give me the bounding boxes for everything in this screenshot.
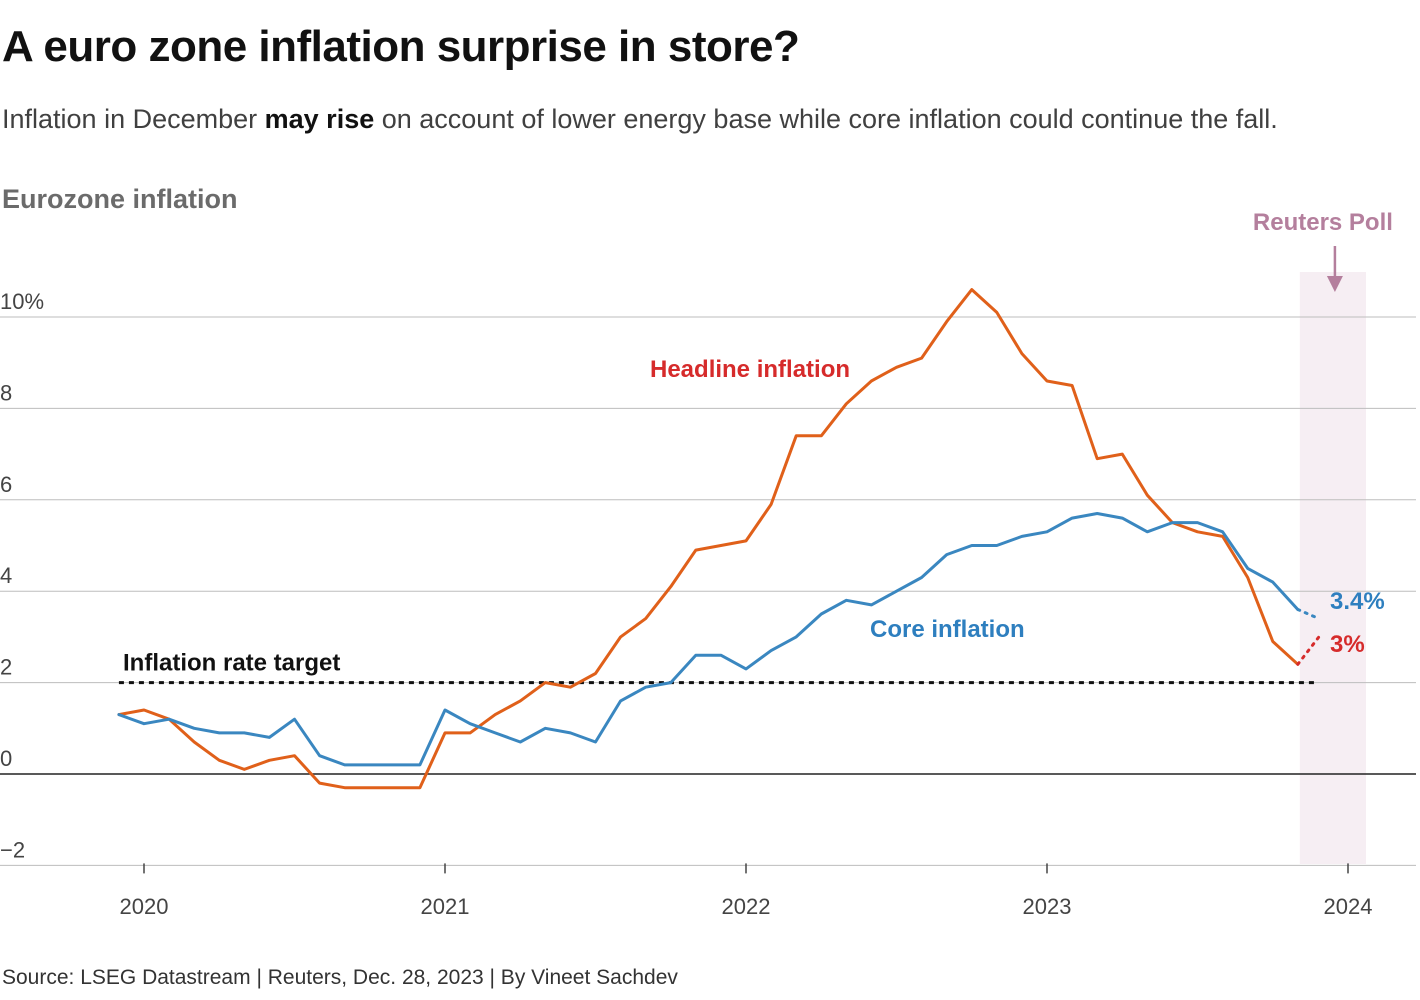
- x-tick-label: 2023: [1023, 894, 1072, 919]
- x-tick-label: 2024: [1324, 894, 1373, 919]
- x-tick-label: 2022: [722, 894, 771, 919]
- target-label: Inflation rate target: [123, 650, 340, 677]
- reuters-poll-label: Reuters Poll: [1253, 209, 1393, 236]
- subtitle-text-start: Inflation in December: [2, 104, 265, 134]
- reuters-poll-band: [1299, 272, 1366, 864]
- core-forecast-segment: [1296, 607, 1321, 621]
- inflation-line-chart: −2 0 2 4 6 8 10% 2020 2021 2022 2023 2024 Reuters P…: [0, 209, 1416, 919]
- core-forecast-label: 3.4%: [1330, 588, 1385, 615]
- y-tick-label: 0: [0, 746, 12, 771]
- headline-inflation-line: [117, 288, 1300, 790]
- y-tick-label: 8: [0, 380, 12, 405]
- y-tick-label: 10%: [0, 289, 44, 314]
- subtitle-text-end: on account of lower energy base while co…: [374, 104, 1278, 134]
- y-tick-label: 2: [0, 655, 12, 680]
- core-series-label: Core inflation: [870, 616, 1025, 643]
- chart-subtitle: Inflation in December may rise on accoun…: [2, 104, 1278, 135]
- x-tick-label: 2020: [120, 894, 169, 919]
- headline-forecast-label: 3%: [1330, 631, 1365, 658]
- x-tick-label: 2021: [421, 894, 470, 919]
- chart-title: A euro zone inflation surprise in store?: [2, 22, 800, 71]
- core-inflation-line: [117, 512, 1300, 767]
- chart-section-label: Eurozone inflation: [2, 184, 238, 214]
- subtitle-emphasis: may rise: [264, 104, 375, 134]
- reuters-poll-arrow-head: [1326, 276, 1343, 292]
- y-tick-label: −2: [0, 837, 25, 862]
- headline-series-label: Headline inflation: [650, 356, 850, 383]
- y-tick-label: 4: [0, 563, 12, 588]
- y-tick-label: 6: [0, 472, 12, 497]
- source-note: Source: LSEG Datastream | Reuters, Dec. …: [2, 966, 678, 989]
- headline-forecast-segment: [1296, 635, 1321, 666]
